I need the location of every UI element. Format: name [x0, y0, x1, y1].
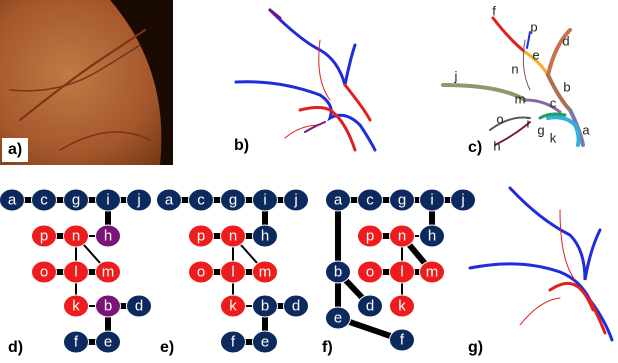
node-label: j [136, 192, 140, 209]
segment-label: e [532, 47, 539, 62]
node-label: l [400, 264, 403, 281]
graph: acgijpnholmkbdfe [157, 189, 309, 353]
node-label: e [334, 310, 342, 327]
segment-label: i [527, 115, 530, 130]
graph: acgijpnholmkbdfe [326, 189, 476, 351]
node-label: k [398, 298, 406, 315]
node-label: n [229, 228, 237, 245]
node-label: l [74, 264, 77, 281]
node-label: b [261, 298, 269, 315]
node-label: d [292, 298, 300, 315]
segment-label: f [492, 3, 496, 18]
node-label: p [366, 228, 374, 245]
node-label: c [197, 192, 205, 209]
node-label: g [72, 192, 80, 209]
node-label: n [398, 228, 406, 245]
node-label: b [104, 298, 112, 315]
panel-g-vessels [470, 188, 612, 340]
panel-label: d) [8, 339, 23, 356]
node-label: m [426, 264, 439, 281]
segment-label: b [563, 79, 570, 94]
segment-label: g [537, 122, 544, 137]
node-label: d [135, 298, 143, 315]
node-label: l [231, 264, 234, 281]
node-label: p [197, 228, 205, 245]
node-label: a [165, 192, 174, 209]
node-label: a [8, 192, 17, 209]
node-label: j [460, 192, 464, 209]
segment-label: n [511, 61, 518, 76]
segment-label: o [496, 111, 503, 126]
node-label: m [102, 264, 115, 281]
panel-label: e) [160, 339, 174, 356]
node-label: c [366, 192, 374, 209]
node-label: o [40, 264, 48, 281]
node-label: h [261, 228, 269, 245]
node-label: n [72, 228, 80, 245]
node-label: o [366, 264, 374, 281]
node-label: c [40, 192, 48, 209]
node-label: a [334, 192, 343, 209]
node-label: h [104, 228, 112, 245]
panel-a [0, 0, 173, 165]
panel-label: g) [468, 339, 483, 356]
node-label: j [293, 192, 297, 209]
segment-label: m [515, 91, 526, 106]
panel-label: b) [234, 137, 249, 154]
node-label: i [106, 192, 109, 209]
segment-label: p [530, 19, 537, 34]
node-label: d [366, 298, 374, 315]
node-label: o [197, 264, 205, 281]
panel-label: c) [468, 139, 482, 156]
node-label: p [40, 228, 48, 245]
segment-label: h [493, 138, 500, 153]
segment-label: d [562, 33, 569, 48]
segment-label: a [582, 122, 590, 137]
node-label: g [229, 192, 237, 209]
node-label: h [428, 228, 436, 245]
node-label: k [72, 298, 80, 315]
panel-label: a) [8, 141, 22, 158]
segment-label: c [550, 95, 557, 110]
node-label: g [398, 192, 406, 209]
panel-label: f) [322, 339, 333, 356]
segment-label: j [454, 68, 458, 83]
node-label: i [263, 192, 266, 209]
node-label: k [229, 298, 237, 315]
node-label: i [430, 192, 433, 209]
figure: a)b)c)d)e)f)g)fpdenjbmcoigakhacgijpnholm… [0, 0, 618, 363]
node-label: e [261, 334, 269, 351]
segment-label: k [550, 130, 557, 145]
node-label: b [334, 264, 342, 281]
panel-b-vessels [236, 10, 375, 150]
node-label: m [259, 264, 272, 281]
node-label: e [104, 334, 112, 351]
